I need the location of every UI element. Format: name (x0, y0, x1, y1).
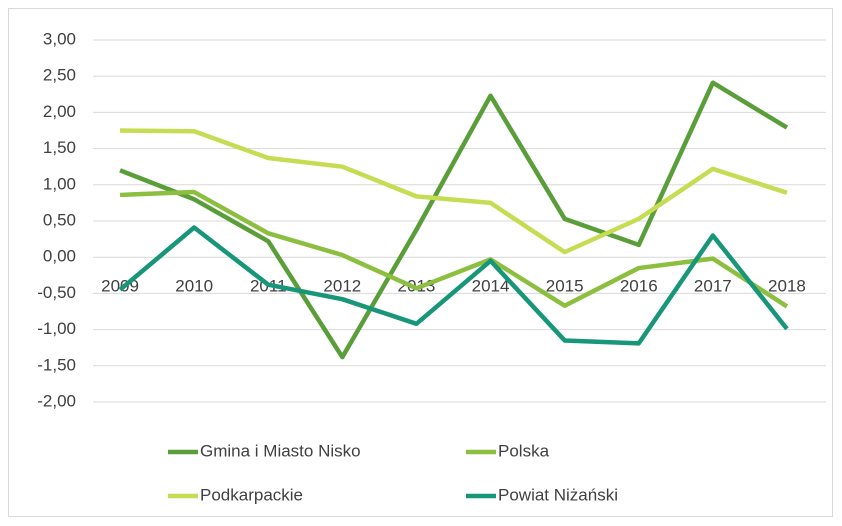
legend-label: Powiat Niżański (498, 485, 618, 504)
x-tick-label: 2016 (620, 277, 658, 296)
y-tick-label: 1,50 (43, 138, 76, 157)
x-tick-label: 2015 (546, 277, 584, 296)
y-tick-label: 1,00 (43, 174, 76, 193)
y-tick-label: 3,00 (43, 29, 76, 48)
y-tick-label: -1,00 (37, 319, 76, 338)
chart-frame (8, 8, 833, 517)
y-tick-label: 2,50 (43, 66, 76, 85)
series-line (120, 128, 788, 255)
y-tick-label: 0,00 (43, 247, 76, 266)
legend-label: Gmina i Miasto Nisko (200, 441, 361, 460)
y-tick-label: -2,00 (37, 391, 76, 410)
legend-label: Podkarpackie (200, 485, 303, 504)
legend-label: Polska (498, 441, 550, 460)
series-line (118, 225, 789, 346)
y-tick-label: -1,50 (37, 355, 76, 374)
x-tick-label: 2018 (768, 277, 806, 296)
x-tick-label: 2014 (472, 277, 510, 296)
series-line (119, 189, 789, 309)
x-tick-label: 2017 (694, 277, 732, 296)
y-tick-label: -0,50 (37, 283, 76, 302)
x-tick-label: 2012 (323, 277, 361, 296)
y-tick-label: 0,50 (43, 210, 76, 229)
series-line (119, 80, 789, 360)
x-tick-label: 2010 (175, 277, 213, 296)
y-tick-label: 2,00 (43, 102, 76, 121)
